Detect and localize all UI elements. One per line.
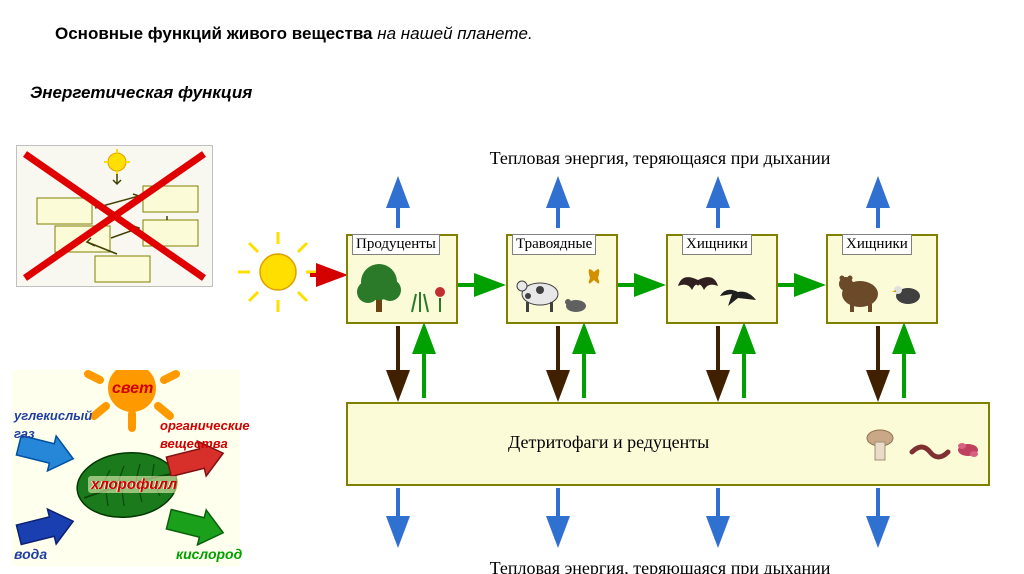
page-title-line1: Основные функций живого вещества на наше… bbox=[55, 24, 533, 44]
trophic-box-predators2: Хищники bbox=[826, 234, 938, 324]
title-plain: на нашей планете. bbox=[373, 24, 533, 43]
trophic-box-predators1: Хищники bbox=[666, 234, 778, 324]
photosynthesis-panel: свет углекислый газ органические веществ… bbox=[12, 370, 240, 566]
crossed-out-diagram bbox=[16, 145, 213, 287]
trophic-box-herbivores: Травоядные bbox=[506, 234, 618, 324]
trophic-box-producers: Продуценты bbox=[346, 234, 458, 324]
photo-co2-label1: углекислый bbox=[14, 408, 92, 423]
crossed-out-content bbox=[17, 146, 212, 286]
page-subtitle: Энергетическая функция bbox=[30, 83, 252, 103]
photo-organic-label2: вещества bbox=[160, 436, 228, 451]
up-arrows-from-detritus bbox=[424, 330, 904, 398]
detritus-box: Детритофаги и редуценты bbox=[346, 402, 990, 486]
trophic-label-predators1: Хищники bbox=[682, 234, 752, 255]
heat-down-arrows-bottom bbox=[398, 488, 878, 540]
trophic-label-predators2: Хищники bbox=[842, 234, 912, 255]
arrow-water-in-icon bbox=[14, 504, 77, 552]
trophic-label-producers: Продуценты bbox=[352, 234, 440, 255]
photo-light-label: свет bbox=[112, 380, 153, 398]
heat-up-arrows bbox=[398, 184, 878, 228]
photo-oxygen-label: кислород bbox=[176, 546, 242, 562]
photo-leaf-label-overlay: хлорофилл bbox=[88, 476, 180, 493]
photo-water-label: вода bbox=[14, 546, 47, 562]
photo-co2-label2: газ bbox=[14, 426, 35, 441]
sun-icon bbox=[238, 232, 318, 312]
heat-label-bottom: Тепловая энергия, теряющаяся при дыхании bbox=[380, 558, 940, 574]
detritus-content-icon bbox=[348, 404, 988, 484]
arrow-oxygen-out-icon bbox=[164, 502, 227, 550]
title-bold: Основные функций живого вещества bbox=[55, 24, 373, 43]
photo-organic-label1: органические bbox=[160, 418, 250, 433]
down-arrows-detritus bbox=[398, 326, 878, 394]
trophic-label-herbivores: Травоядные bbox=[512, 234, 596, 255]
heat-label-top: Тепловая энергия, теряющаяся при дыхании bbox=[380, 148, 940, 169]
photosynthesis-svg bbox=[12, 370, 240, 566]
